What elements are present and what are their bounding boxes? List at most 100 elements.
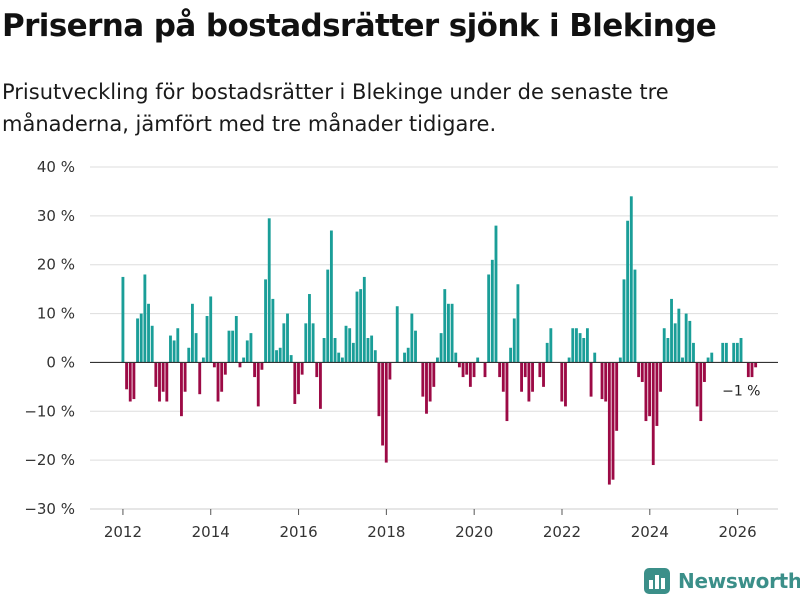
bar — [348, 328, 352, 363]
bar — [355, 291, 359, 363]
bar — [289, 355, 293, 363]
bar — [308, 294, 311, 363]
bar — [523, 362, 527, 378]
bar — [681, 357, 684, 363]
bar — [304, 323, 308, 363]
bar — [673, 323, 677, 363]
bar — [666, 338, 670, 363]
x-tick-label: 2014 — [192, 523, 230, 541]
bar — [688, 320, 692, 363]
bar — [425, 362, 428, 414]
bar — [648, 362, 652, 417]
bar — [227, 330, 231, 363]
bar — [278, 347, 282, 363]
bar — [600, 362, 604, 400]
bar — [585, 328, 589, 363]
bar — [476, 357, 480, 363]
bar — [732, 342, 736, 363]
bar — [125, 362, 129, 390]
bar — [651, 362, 655, 466]
bar — [461, 362, 465, 378]
bar — [662, 328, 666, 363]
bar — [483, 362, 487, 378]
y-tick-label: −20 % — [24, 451, 75, 469]
bar — [724, 342, 728, 363]
bar — [340, 357, 344, 363]
bar — [509, 347, 513, 363]
bar — [457, 362, 461, 368]
bar-chart: −30 % −20 % −10 % 0 % 10 % 20 % 30 % 40 % 2012 20… — [24, 158, 778, 541]
bar — [655, 362, 659, 426]
bar — [260, 362, 264, 370]
bar — [209, 296, 213, 363]
bar — [618, 357, 622, 363]
bar — [589, 362, 593, 397]
bar — [494, 225, 498, 363]
bar — [253, 362, 257, 378]
newsworthy-logo: Newsworthy — [644, 568, 800, 594]
bar — [684, 313, 688, 363]
bar — [344, 325, 348, 363]
bar — [326, 269, 330, 363]
y-tick-label: 20 % — [37, 256, 75, 274]
bar — [607, 362, 611, 485]
bar — [410, 313, 414, 363]
bar — [447, 303, 450, 363]
bar — [300, 362, 304, 375]
bar — [432, 362, 436, 387]
bar — [194, 333, 198, 363]
bar — [143, 274, 147, 363]
bar — [633, 269, 637, 363]
x-tick-label: 2016 — [279, 523, 317, 541]
bar — [121, 276, 125, 363]
bar — [520, 362, 524, 392]
bar — [205, 316, 209, 363]
bar — [721, 342, 725, 363]
bar — [216, 362, 220, 402]
bar — [677, 308, 681, 363]
bar — [362, 276, 366, 363]
bar — [746, 362, 750, 378]
bar — [505, 362, 509, 422]
bar — [465, 362, 469, 375]
bar — [172, 340, 176, 363]
bar — [158, 362, 161, 402]
bars-layer — [121, 196, 758, 485]
bar — [388, 362, 392, 380]
bar — [318, 362, 322, 409]
bar — [187, 347, 191, 363]
bar — [183, 362, 187, 392]
bar — [180, 362, 183, 417]
bar — [454, 352, 458, 363]
bar — [275, 350, 278, 363]
bar — [311, 323, 315, 363]
bar — [421, 362, 425, 397]
bar — [659, 362, 662, 392]
bar — [516, 284, 520, 363]
bar — [692, 342, 695, 363]
bar — [282, 323, 286, 363]
bar — [501, 362, 505, 392]
bar — [249, 333, 253, 363]
bar — [611, 362, 615, 480]
x-tick-label: 2022 — [543, 523, 581, 541]
bar — [739, 338, 743, 363]
bar — [531, 362, 534, 392]
bar — [169, 335, 172, 363]
x-tick-label: 2026 — [719, 523, 757, 541]
bar — [699, 362, 703, 422]
y-tick-label: 10 % — [37, 305, 75, 323]
bar — [542, 362, 545, 387]
bar — [640, 362, 644, 382]
bar — [256, 362, 260, 407]
bar — [545, 342, 549, 363]
bar — [560, 362, 564, 402]
bar — [264, 279, 267, 363]
bar — [366, 338, 370, 363]
bar — [450, 303, 454, 363]
bar — [615, 362, 619, 431]
bar — [201, 357, 205, 363]
bar — [238, 362, 242, 368]
x-tick-label: 2018 — [367, 523, 405, 541]
bar — [147, 303, 150, 363]
